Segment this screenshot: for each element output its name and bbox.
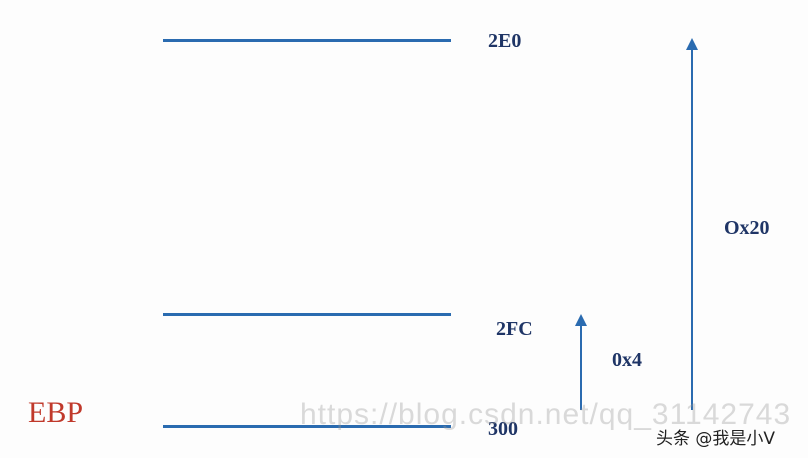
offset-0x4-label: 0x4 xyxy=(612,349,642,371)
watermark-url: https://blog.csdn.net/qq_31142743 xyxy=(300,398,792,431)
address-2fc: 2FC xyxy=(496,318,533,340)
watermark-source: 头条 @我是小V xyxy=(656,429,776,449)
stack-line-2fc xyxy=(163,313,451,316)
stack-line-300 xyxy=(163,425,451,428)
address-2e0: 2E0 xyxy=(488,30,522,52)
address-300: 300 xyxy=(488,418,518,440)
offset-0x20-label: Ox20 xyxy=(724,217,770,239)
ebp-label: EBP xyxy=(28,396,84,429)
stack-line-2e0 xyxy=(163,39,451,42)
arrow-0x20 xyxy=(686,38,698,410)
arrow-0x4 xyxy=(575,314,587,410)
